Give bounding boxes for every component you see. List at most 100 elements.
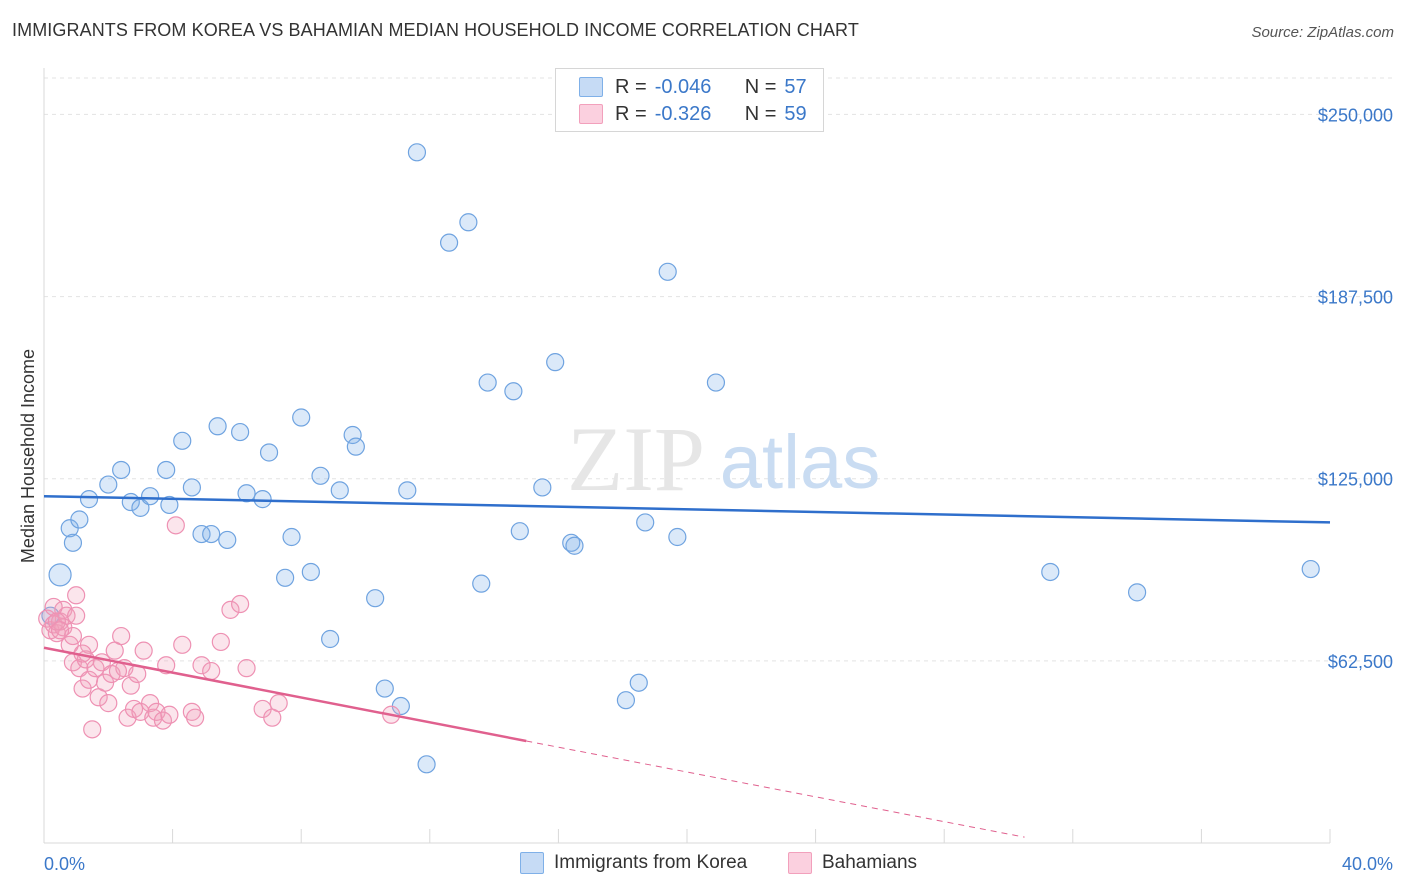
korea-point xyxy=(343,425,362,445)
bahamians-swatch xyxy=(579,104,603,124)
korea-n-value: 57 xyxy=(784,75,807,98)
bahamians-point xyxy=(202,661,221,681)
y-tick-label: $125,000 xyxy=(1318,470,1393,490)
korea-point xyxy=(48,563,72,587)
x-tick-label: 40.0% xyxy=(1342,854,1393,874)
korea-n-label: N = xyxy=(744,75,777,98)
korea-point xyxy=(504,382,523,401)
korea-point xyxy=(311,466,330,485)
korea-point xyxy=(510,522,529,541)
bahamians-point xyxy=(269,694,288,713)
korea-point xyxy=(1301,559,1320,579)
bottom-legend-korea: Immigrants from Korea xyxy=(520,852,747,874)
korea-r-value: -0.046 xyxy=(654,75,712,98)
korea-point xyxy=(259,443,279,462)
legend-row-bahamians: R = -0.326 N = 59 xyxy=(579,102,807,126)
korea-point xyxy=(160,495,179,515)
korea-trendline xyxy=(43,494,1331,524)
bahamians-point xyxy=(166,516,185,535)
korea-swatch xyxy=(579,77,603,97)
bahamians-n-value: 59 xyxy=(784,102,807,125)
korea-point xyxy=(407,143,427,162)
bahamians-r-label: R = xyxy=(615,102,647,125)
bahamians-point xyxy=(231,594,250,614)
korea-point xyxy=(366,589,385,608)
korea-point xyxy=(346,437,365,456)
korea-point xyxy=(63,533,83,552)
korea-point xyxy=(173,431,192,450)
bottom-korea-label: Immigrants from Korea xyxy=(554,852,748,873)
watermark-zip: ZIP xyxy=(567,408,705,510)
korea-point xyxy=(112,460,131,480)
korea-point xyxy=(658,262,677,281)
korea-point xyxy=(330,481,349,500)
bahamians-point xyxy=(44,597,63,617)
y-tick-label: $187,500 xyxy=(1318,288,1393,308)
korea-point xyxy=(99,475,118,494)
chart-source: Source: ZipAtlas.com xyxy=(1251,24,1394,41)
korea-point xyxy=(1127,583,1147,602)
korea-point xyxy=(668,527,687,547)
korea-point xyxy=(636,513,655,532)
bahamians-point xyxy=(221,600,240,619)
bahamians-point xyxy=(186,708,205,727)
bottom-legend-bahamians: Bahamians xyxy=(788,852,917,874)
korea-point xyxy=(706,373,726,392)
bahamians-trendline-extension xyxy=(526,740,1025,838)
korea-point xyxy=(478,373,497,392)
korea-point xyxy=(157,460,176,480)
chart-title: IMMIGRANTS FROM KOREA VS BAHAMIAN MEDIAN… xyxy=(12,20,859,40)
bottom-bahamians-swatch xyxy=(788,852,812,874)
korea-point xyxy=(79,490,99,509)
korea-point xyxy=(253,490,272,509)
korea-point xyxy=(459,213,478,232)
korea-point xyxy=(182,478,201,497)
korea-point xyxy=(202,524,221,544)
stats-legend: R = -0.046 N = 57 R = -0.326 N = 59 xyxy=(555,68,824,132)
x-tick-label: 0.0% xyxy=(44,854,85,874)
bahamians-point xyxy=(99,694,118,713)
korea-point xyxy=(276,568,295,587)
korea-point xyxy=(375,679,394,698)
y-tick-label: $250,000 xyxy=(1318,105,1393,125)
korea-point xyxy=(301,562,320,582)
korea-point xyxy=(70,510,89,529)
korea-point xyxy=(292,408,311,427)
bahamians-point xyxy=(67,586,86,605)
korea-point xyxy=(562,533,581,552)
legend-row-korea: R = -0.046 N = 57 xyxy=(579,75,807,99)
bahamians-point xyxy=(121,676,140,695)
korea-point xyxy=(237,484,256,503)
bahamians-point xyxy=(173,635,192,654)
korea-point xyxy=(398,481,417,500)
korea-point xyxy=(472,574,491,593)
korea-point xyxy=(439,233,459,252)
bahamians-r-value: -0.326 xyxy=(654,102,712,125)
korea-point xyxy=(140,487,160,506)
korea-point xyxy=(231,422,250,442)
bahamians-point xyxy=(67,606,86,625)
bottom-bahamians-label: Bahamians xyxy=(822,852,918,873)
korea-point xyxy=(565,536,584,555)
watermark-atlas: atlas xyxy=(720,420,881,505)
bahamians-point xyxy=(112,626,131,646)
korea-point xyxy=(1041,562,1060,582)
bahamians-point xyxy=(160,705,179,724)
bahamians-point xyxy=(134,641,153,660)
bahamians-point xyxy=(211,632,230,652)
bahamians-trendline xyxy=(43,646,527,743)
bahamians-n-label: N = xyxy=(744,102,777,125)
y-axis-label: Median Household Income xyxy=(18,349,38,563)
korea-point xyxy=(417,755,436,774)
korea-point xyxy=(282,527,301,547)
bottom-korea-swatch xyxy=(520,852,544,874)
korea-r-label: R = xyxy=(615,75,647,98)
bahamians-point xyxy=(50,621,70,640)
bahamians-point xyxy=(182,702,201,721)
korea-point xyxy=(321,629,340,649)
bahamians-point xyxy=(83,720,102,739)
bahamians-point xyxy=(108,661,128,681)
bahamians-point xyxy=(237,659,256,678)
korea-point xyxy=(192,524,211,544)
